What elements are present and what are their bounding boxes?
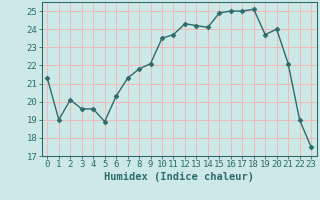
X-axis label: Humidex (Indice chaleur): Humidex (Indice chaleur)	[104, 172, 254, 182]
